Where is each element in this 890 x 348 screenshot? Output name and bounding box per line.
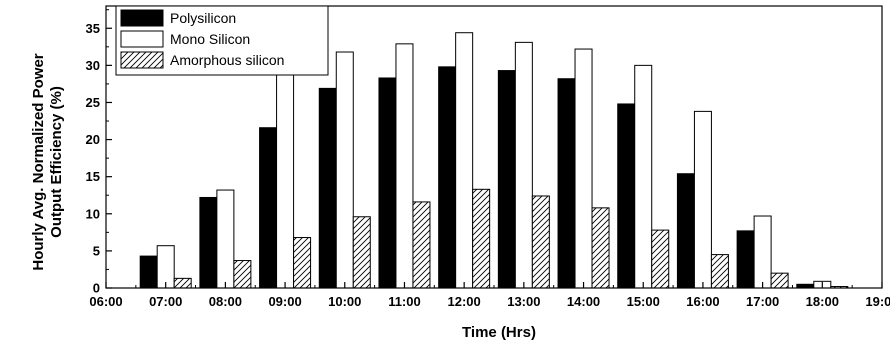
y-tick-label: 0 [93,281,100,296]
bar-mono-silicon-1100 [395,43,414,289]
bar-polysilicon-0700 [139,255,158,289]
bar-amorphous-silicon-0800 [233,260,252,289]
y-tick-label: 30 [86,58,100,73]
x-tick-label: 16:00 [686,294,719,309]
bar-polysilicon-1600 [676,173,695,289]
y-axis-title: Hourly Avg. Normalized PowerOutput Effic… [30,53,65,270]
bar-amorphous-silicon-1500 [651,229,670,289]
y-tick-label: 15 [86,169,100,184]
bar-polysilicon-1300 [497,70,516,289]
y-tick-label: 25 [86,95,100,110]
bar-mono-silicon-0700 [156,245,175,289]
bar-polysilicon-1500 [617,103,636,289]
bar-amorphous-silicon-1000 [352,216,371,289]
legend-label-mono-silicon: Mono Silicon [170,31,250,47]
bar-mono-silicon-1300 [514,41,533,289]
bar-amorphous-silicon-1200 [472,188,491,289]
bar-amorphous-silicon-1700 [770,272,789,289]
y-axis-title-line: Output Efficiency (%) [48,86,65,238]
legend: Polysilicon Mono Silicon Amorphous silicon [115,5,329,76]
bar-polysilicon-0800 [199,196,218,289]
bar-polysilicon-1400 [557,78,576,289]
x-tick-label: 12:00 [448,294,481,309]
legend-swatch-polysilicon [120,9,164,27]
y-tick-label: 5 [93,243,100,258]
x-tick-label: 11:00 [388,294,421,309]
x-tick-label: 15:00 [627,294,660,309]
bar-mono-silicon-1600 [693,110,712,289]
legend-swatch-mono-silicon [120,30,164,48]
bar-polysilicon-1700 [736,230,755,289]
x-tick-label: 07:00 [149,294,182,309]
bar-amorphous-silicon-0900 [293,237,312,289]
y-tick-label: 35 [86,21,100,36]
x-tick-label: 17:00 [746,294,779,309]
bar-mono-silicon-0800 [216,189,235,289]
legend-label-amorphous-silicon: Amorphous silicon [170,52,284,68]
bar-polysilicon-1200 [438,66,457,289]
y-tick-label: 10 [86,206,100,221]
y-tick-label: 20 [86,132,100,147]
bar-amorphous-silicon-1400 [591,207,610,289]
x-tick-label: 13:00 [507,294,540,309]
bar-amorphous-silicon-0700 [173,277,192,289]
x-tick-label: 14:00 [567,294,600,309]
bar-mono-silicon-0900 [276,73,295,289]
x-axis-title: Time (Hrs) [462,324,536,341]
legend-label-polysilicon: Polysilicon [170,10,236,26]
x-tick-label: 08:00 [209,294,242,309]
axes-layer [105,5,883,289]
bar-polysilicon-1000 [318,87,337,289]
bar-polysilicon-1100 [378,77,397,289]
x-tick-label: 09:00 [268,294,301,309]
bar-amorphous-silicon-1600 [710,254,729,289]
x-tick-label: 18:00 [806,294,839,309]
x-tick-label: 19:00 [865,294,890,309]
y-axis-title-line: Hourly Avg. Normalized Power [30,53,47,270]
bar-mono-silicon-1400 [574,48,593,289]
bars-layer [139,32,849,289]
bar-polysilicon-0900 [259,127,278,289]
bar-mono-silicon-1200 [455,32,474,289]
bar-mono-silicon-1500 [634,64,653,289]
bar-amorphous-silicon-1300 [531,195,550,289]
legend-swatch-amorphous-silicon [120,51,164,69]
labels-layer: 0 5 10 15 20 25 30 35 06:00 07:00 08:00 09:00 10:00 1… [30,21,890,341]
x-tick-label: 06:00 [89,294,122,309]
bar-amorphous-silicon-1100 [412,201,431,289]
bar-mono-silicon-1700 [753,215,772,289]
bar-mono-silicon-1000 [335,51,354,289]
x-tick-label: 10:00 [328,294,361,309]
